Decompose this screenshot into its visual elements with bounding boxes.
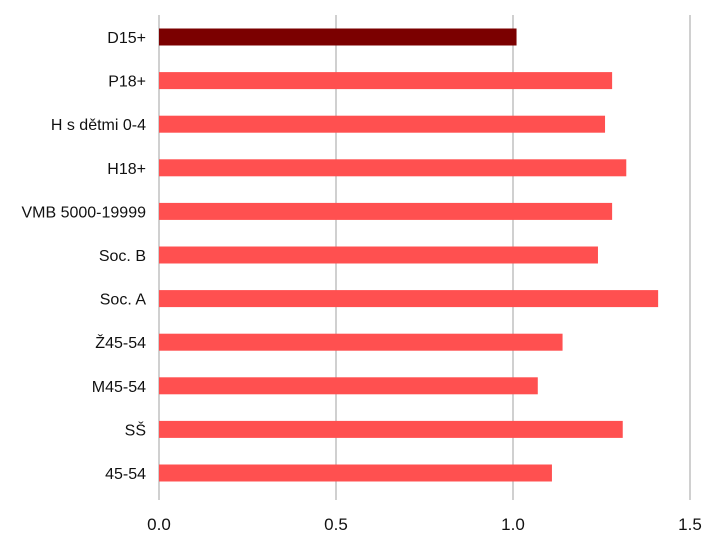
category-label: VMB 5000-19999 [21,204,146,221]
x-tick-label: 1.0 [501,515,525,534]
category-label: SŠ [125,420,146,439]
bar-10 [159,464,552,482]
bar-7 [159,333,563,351]
category-labels: D15+ P18+ H s dětmi 0-4 H18+ VMB 5000-19999 S… [21,30,146,483]
bar-0 [159,28,517,46]
category-label: 45-54 [105,466,146,483]
category-label: M45-54 [92,379,146,396]
x-tick-label: 0.5 [324,515,348,534]
bar-2 [159,115,606,133]
bar-5 [159,246,598,264]
bar-4 [159,202,613,220]
category-label: H s dětmi 0-4 [51,117,146,134]
x-tick-label: 0.0 [147,515,171,534]
bars [159,28,659,482]
bar-3 [159,159,627,177]
bar-8 [159,377,538,395]
category-label: Ž45-54 [95,333,146,352]
bar-1 [159,72,613,90]
x-axis-tick-labels: 0.0 0.5 1.0 1.5 [147,515,702,534]
bar-6 [159,290,659,308]
category-label: P18+ [108,74,146,91]
category-label: Soc. B [99,248,146,265]
category-label: H18+ [107,161,146,178]
category-label: Soc. A [100,292,147,309]
category-label: D15+ [107,30,146,47]
bar-9 [159,420,623,438]
x-tick-label: 1.5 [678,515,702,534]
